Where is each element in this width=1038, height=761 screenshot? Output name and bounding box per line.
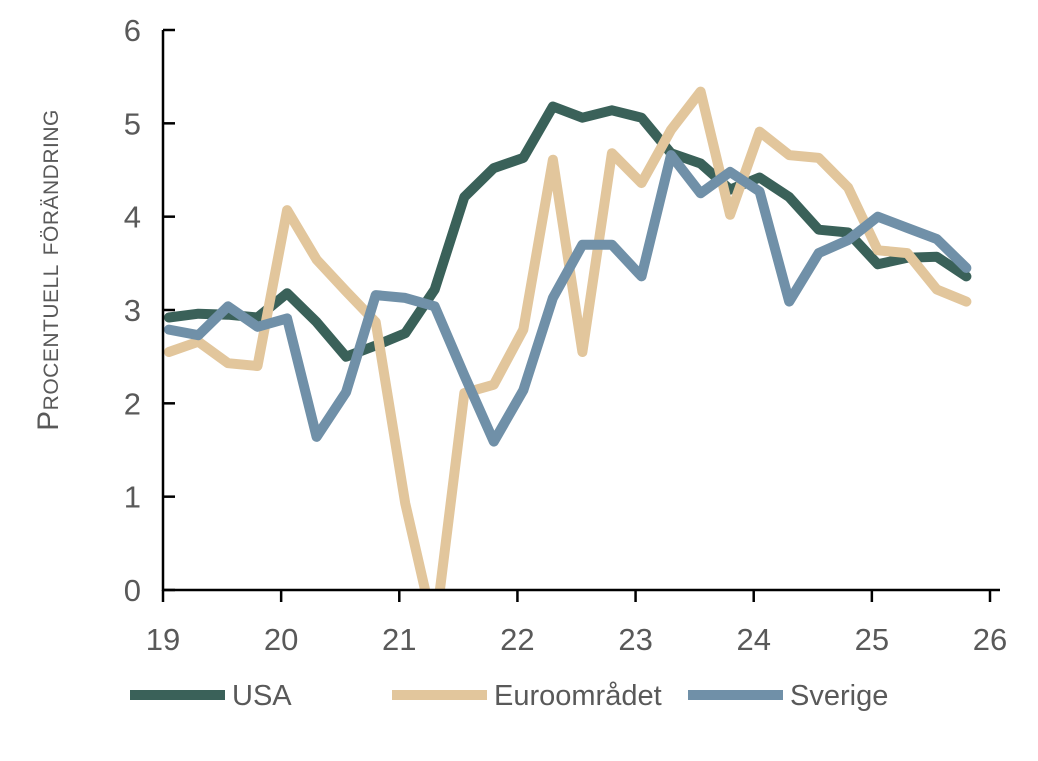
y-tick-label: 1 [124,480,141,515]
x-tick-label: 24 [736,622,770,657]
series-line-sverige [163,150,972,447]
legend-label: Sverige [790,680,888,712]
legend-label: Euroområdet [494,680,662,712]
y-tick-label: 5 [124,106,141,141]
series-line-euroområdet [163,86,972,590]
x-tick-label: 21 [382,622,416,657]
x-tick-label: 26 [973,622,1007,657]
y-tick-label: 3 [124,293,141,328]
y-tick-label: 0 [124,573,141,608]
x-tick-label: 20 [264,622,298,657]
y-tick-label: 6 [124,13,141,48]
y-tick-label: 2 [124,386,141,421]
y-axis-label: Procentuell förändring [32,109,65,431]
x-tick-label: 25 [855,622,889,657]
series-line-usa [163,101,972,362]
legend-label: USA [232,680,292,712]
x-tick-label: 22 [500,622,534,657]
x-tick-label: 23 [618,622,652,657]
y-tick-label: 4 [124,200,141,235]
x-tick-label: 19 [146,622,180,657]
